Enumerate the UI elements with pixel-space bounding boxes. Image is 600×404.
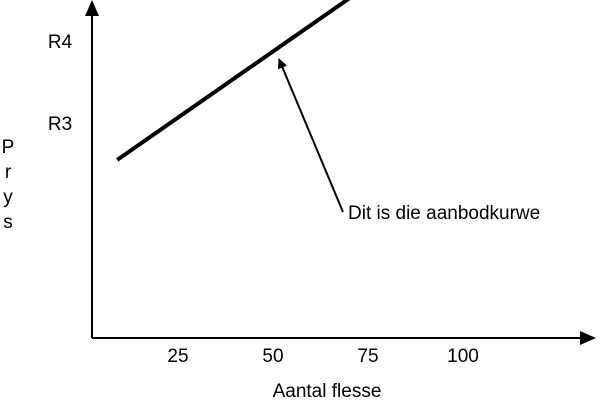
x-axis-label: Aantal flesse xyxy=(273,381,382,402)
x-tick-label: 100 xyxy=(447,346,479,367)
x-tick-label: 75 xyxy=(357,346,378,367)
y-axis-label-letter: s xyxy=(3,212,13,233)
y-tick-label: R4 xyxy=(48,32,73,53)
y-axis-label-letter: y xyxy=(3,187,13,208)
y-tick-label: R3 xyxy=(48,114,72,135)
y-axis-label-letter: r xyxy=(5,162,12,183)
x-tick-label: 25 xyxy=(167,346,188,367)
axes xyxy=(85,0,596,345)
x-axis-arrow xyxy=(580,331,596,345)
annotation: Dit is die aanbodkurwe xyxy=(277,58,540,224)
x-tick-labels: 25 50 75 100 xyxy=(167,346,478,367)
annotation-text: Dit is die aanbodkurwe xyxy=(348,203,540,224)
y-axis-label-letter: P xyxy=(2,137,15,158)
supply-curve-line xyxy=(116,0,351,162)
x-tick-label: 50 xyxy=(262,346,283,367)
y-axis-arrow xyxy=(85,0,99,16)
y-tick-labels: R3R4R5R6 xyxy=(48,32,73,135)
series-group xyxy=(116,0,351,162)
annotation-arrow xyxy=(277,58,344,213)
